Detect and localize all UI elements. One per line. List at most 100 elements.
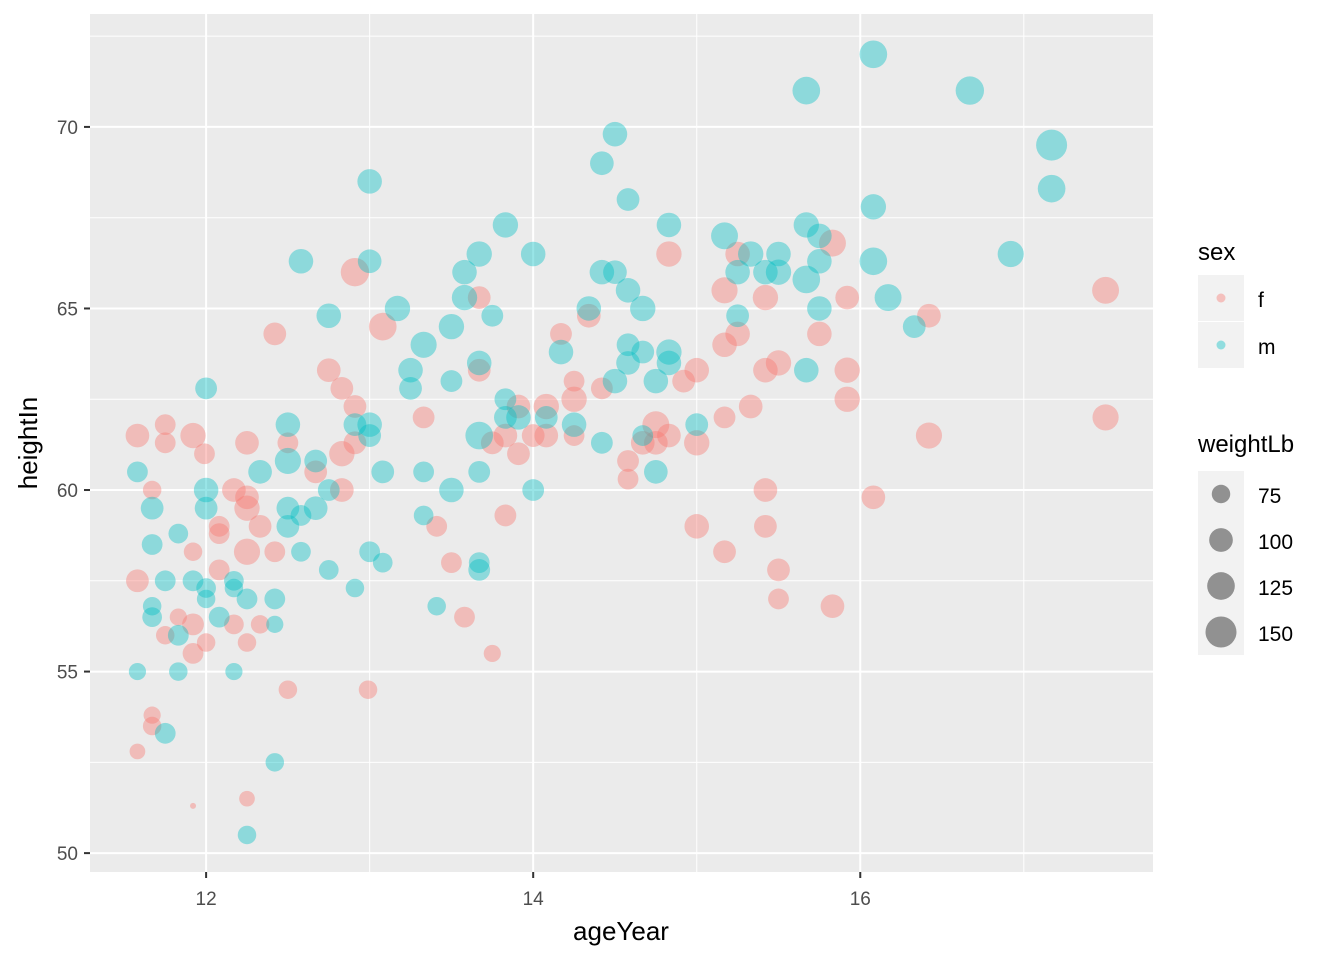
data-point-m <box>468 552 490 574</box>
legend-weight-title: weightLb <box>1197 431 1294 458</box>
data-point-f <box>534 423 559 448</box>
data-point-m <box>248 460 272 484</box>
data-point-m <box>128 662 147 681</box>
data-point-f <box>454 606 475 628</box>
data-point-m <box>275 412 301 437</box>
data-point-f <box>672 369 696 393</box>
data-point-f <box>506 394 531 419</box>
data-point-f <box>1092 276 1120 304</box>
axes: 12 14 16 50 55 60 65 70 <box>57 118 871 910</box>
data-point-f <box>563 425 585 446</box>
data-point-f <box>304 460 328 484</box>
legend-label: 75 <box>1258 485 1281 508</box>
data-point-f <box>142 716 162 736</box>
data-point-f <box>129 743 146 760</box>
data-point-f <box>358 680 378 699</box>
data-point-f <box>190 802 197 809</box>
data-point-m <box>142 596 162 616</box>
data-point-m <box>616 188 640 211</box>
data-point-m <box>274 447 301 475</box>
data-point-f <box>330 376 354 400</box>
data-point-f <box>329 441 355 467</box>
data-point-m <box>440 370 463 392</box>
data-point-m <box>316 303 342 329</box>
data-point-m <box>466 241 492 267</box>
data-point-m <box>859 40 888 69</box>
data-point-m <box>753 259 778 285</box>
data-point-m <box>494 388 517 411</box>
data-point-m <box>506 405 531 430</box>
data-point-m <box>615 278 641 303</box>
data-point-m <box>656 339 682 365</box>
data-point-f <box>861 485 886 510</box>
data-point-m <box>357 249 382 274</box>
data-point-m <box>603 260 627 285</box>
data-point-m <box>616 351 640 375</box>
data-point-m <box>726 304 749 328</box>
data-point-m <box>466 350 492 376</box>
data-point-m <box>291 541 311 562</box>
data-point-f <box>533 393 559 420</box>
plot-panel <box>90 14 1153 872</box>
legend-label: 100 <box>1258 531 1293 554</box>
data-point-f <box>224 614 244 635</box>
data-point-m <box>902 315 926 339</box>
data-point-m <box>317 479 340 501</box>
legend-label: 125 <box>1258 577 1293 600</box>
data-point-m <box>195 377 218 400</box>
data-point-m <box>955 76 985 105</box>
legend-sex-title: sex <box>1198 239 1235 266</box>
data-point-f <box>126 569 149 593</box>
data-point-f <box>507 442 530 466</box>
data-point-m <box>141 534 163 555</box>
legend-key-bg <box>1198 322 1244 368</box>
data-point-f <box>834 357 860 383</box>
legend-size-key <box>1205 616 1237 648</box>
data-point-f <box>753 357 778 383</box>
data-point-f <box>807 321 832 347</box>
data-point-f <box>738 394 763 419</box>
data-point-m <box>656 212 682 238</box>
data-point-f <box>521 424 545 447</box>
data-point-f <box>684 357 709 383</box>
x-tick-label: 16 <box>850 889 871 910</box>
data-point-m <box>398 357 423 383</box>
data-point-m <box>303 496 328 521</box>
data-point-m <box>345 578 365 598</box>
data-point-m <box>738 241 764 267</box>
data-point-m <box>384 295 411 322</box>
legend-key-f <box>1216 293 1226 303</box>
data-point-m <box>481 304 504 327</box>
data-point-f <box>250 615 270 634</box>
data-point-m <box>265 753 285 772</box>
data-point-m <box>224 570 244 591</box>
data-point-m <box>631 340 655 364</box>
data-point-m <box>807 296 832 321</box>
data-point-m <box>576 296 602 321</box>
data-point-m <box>357 169 382 194</box>
data-point-f <box>767 558 790 582</box>
data-point-m <box>465 421 494 450</box>
y-tick-label: 60 <box>57 481 78 502</box>
data-point-f <box>617 450 639 472</box>
data-point-f <box>657 423 681 448</box>
data-point-m <box>794 357 819 383</box>
x-tick-label: 12 <box>196 889 217 910</box>
data-point-f <box>183 542 203 561</box>
data-point-m <box>371 460 395 484</box>
data-point-m <box>358 424 382 447</box>
data-point-f <box>754 514 777 538</box>
data-point-f <box>412 406 435 429</box>
data-point-f <box>576 303 601 328</box>
data-point-m <box>196 578 216 598</box>
data-point-m <box>427 596 446 616</box>
data-point-m <box>630 295 656 322</box>
data-point-m <box>288 248 314 274</box>
legend-sex: sex f m <box>1198 239 1276 368</box>
data-point-m <box>167 624 189 646</box>
data-point-f <box>834 386 860 412</box>
data-point-m <box>590 151 614 176</box>
data-point-m <box>276 514 300 538</box>
data-point-m <box>264 588 286 610</box>
